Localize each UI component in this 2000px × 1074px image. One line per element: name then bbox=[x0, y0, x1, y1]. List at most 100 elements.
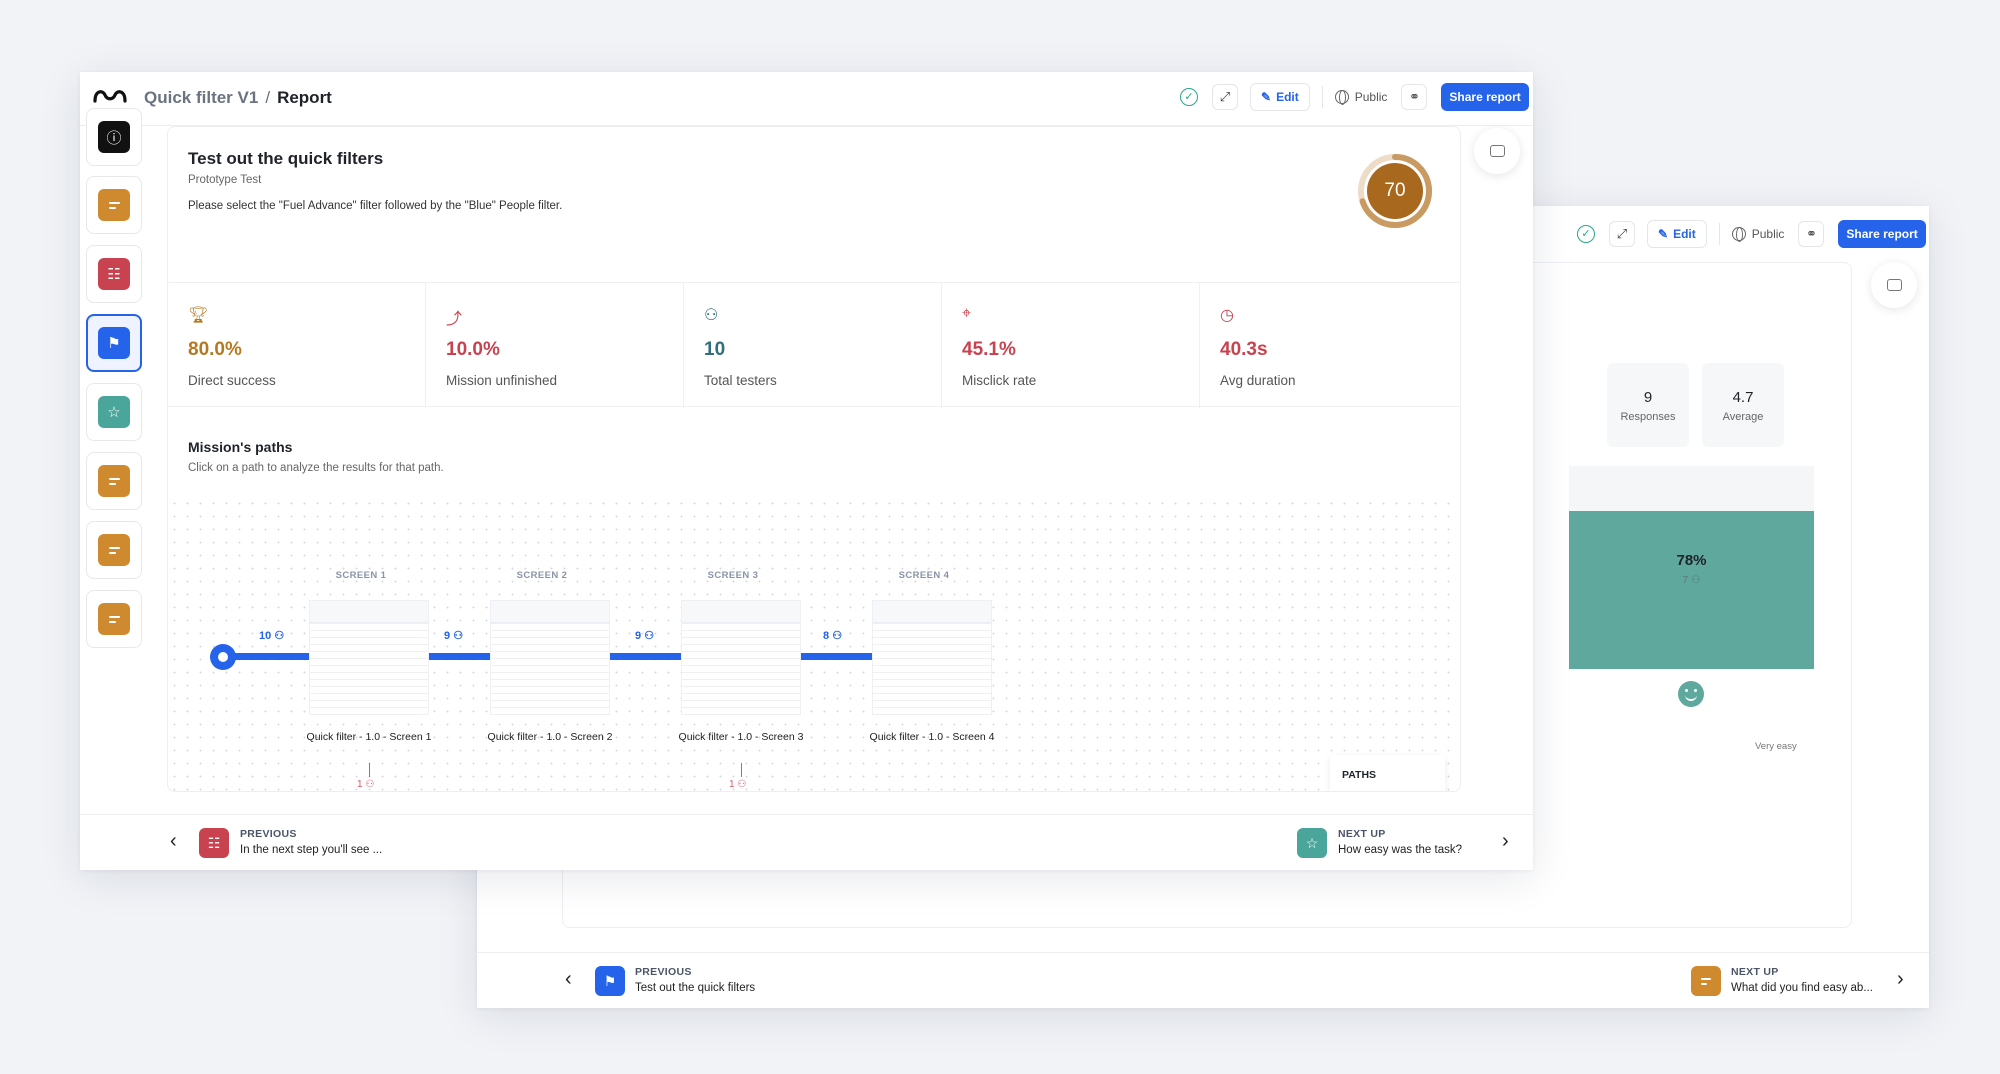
usability-score: 70 bbox=[1384, 180, 1406, 201]
path-count: 9 ⚇ bbox=[444, 630, 464, 642]
very-easy-bar[interactable] bbox=[1569, 510, 1814, 669]
paths-title: Mission's paths bbox=[188, 439, 293, 455]
average-value: 4.7 bbox=[1732, 389, 1754, 406]
expand-icon: ⤢ bbox=[1219, 89, 1231, 104]
copy-link-button[interactable]: ⚭ bbox=[1798, 221, 1825, 247]
stat-value: 10 bbox=[704, 339, 726, 360]
users-icon: ⚇ bbox=[737, 779, 747, 790]
visibility-button[interactable]: Public bbox=[1334, 90, 1387, 105]
responses-value: 9 bbox=[1643, 389, 1653, 406]
link-icon: ⚭ bbox=[1805, 226, 1817, 241]
screen-thumbnail[interactable] bbox=[490, 600, 610, 715]
responses-box: 9 Responses bbox=[1607, 363, 1689, 447]
path-link[interactable] bbox=[794, 653, 935, 660]
path-link[interactable] bbox=[220, 653, 361, 660]
screen-thumbnail[interactable] bbox=[309, 600, 429, 715]
next-step-link[interactable]: What did you find easy ab... bbox=[1731, 982, 1873, 994]
mission-instructions: Please select the "Fuel Advance" filter … bbox=[188, 200, 563, 212]
path-link[interactable] bbox=[603, 653, 744, 660]
screen-label: Quick filter - 1.0 - Screen 1 bbox=[306, 731, 432, 743]
very-easy-bar-slot: 78% 7 ⚇ bbox=[1569, 466, 1814, 669]
star-icon: ☆ bbox=[98, 396, 130, 428]
sidebar-item-question[interactable] bbox=[86, 521, 142, 579]
divider bbox=[1321, 86, 1323, 108]
expand-button[interactable]: ⤢ bbox=[1212, 84, 1238, 110]
previous-chevron-icon[interactable]: ‹ bbox=[170, 830, 177, 852]
paths-legend-label: PATHS bbox=[1342, 769, 1377, 781]
previous-step-link[interactable]: Test out the quick filters bbox=[635, 982, 756, 994]
page-title: Report bbox=[277, 88, 332, 107]
comment-icon bbox=[1489, 145, 1505, 157]
screen-label: Quick filter - 1.0 - Screen 2 bbox=[487, 731, 613, 743]
paths-legend-panel[interactable]: PATHS bbox=[1330, 755, 1445, 791]
users-icon: ⚇ bbox=[704, 307, 719, 324]
next-chevron-icon[interactable]: › bbox=[1502, 830, 1509, 852]
report-window: Quick filter V1 / Report ✓ ⤢ ✎ Edit Public … bbox=[80, 72, 1533, 870]
sidebar-item-context[interactable]: ☷ bbox=[86, 245, 142, 303]
drop-off-count: 1 ⚇ bbox=[729, 779, 747, 790]
path-start-node[interactable] bbox=[210, 644, 236, 670]
comment-button[interactable] bbox=[1474, 128, 1520, 174]
mission-title: Test out the quick filters bbox=[188, 149, 384, 168]
flag-icon: ⚑ bbox=[595, 966, 625, 996]
paths-canvas[interactable]: SCREEN 1 SCREEN 2 SCREEN 3 SCREEN 4 10 ⚇… bbox=[168, 497, 1460, 791]
stat-total-testers: ⚇ 10 Total testers bbox=[684, 283, 942, 408]
sidebar-item-welcome[interactable]: ⓘ bbox=[86, 108, 142, 166]
expand-button[interactable]: ⤢ bbox=[1609, 221, 1635, 247]
path-link[interactable] bbox=[422, 653, 553, 660]
sidebar-item-question[interactable] bbox=[86, 590, 142, 648]
edit-button[interactable]: ✎ Edit bbox=[1647, 220, 1707, 248]
maze-logo-icon bbox=[93, 90, 127, 103]
score-arc bbox=[1358, 154, 1432, 228]
screen-label: Quick filter - 1.0 - Screen 3 bbox=[678, 731, 804, 743]
average-label: Average bbox=[1722, 411, 1764, 423]
stats-row: 🏆︎ 80.0% Direct success ⤴ 10.0% Mission … bbox=[168, 282, 1460, 408]
copy-link-button[interactable]: ⚭ bbox=[1401, 84, 1428, 110]
breadcrumb-separator: / bbox=[265, 88, 271, 107]
stat-value: 80.0% bbox=[188, 339, 242, 360]
breadcrumb: Quick filter V1 / Report bbox=[144, 88, 332, 108]
screen-thumbnail[interactable] bbox=[872, 600, 992, 715]
mission-card: Test out the quick filters Prototype Tes… bbox=[167, 126, 1461, 792]
text-icon bbox=[1691, 966, 1721, 996]
saved-check-icon: ✓ bbox=[1180, 88, 1198, 106]
edit-button[interactable]: ✎ Edit bbox=[1250, 83, 1310, 111]
previous-chevron-icon[interactable]: ‹ bbox=[565, 968, 572, 990]
link-icon: ⚭ bbox=[1408, 89, 1420, 104]
sidebar-item-question[interactable] bbox=[86, 452, 142, 510]
stat-value: 45.1% bbox=[962, 339, 1016, 360]
trophy-icon: 🏆︎ bbox=[188, 307, 209, 324]
project-link[interactable]: Quick filter V1 bbox=[144, 88, 259, 107]
smiley-face-icon bbox=[1678, 681, 1704, 707]
sidebar-item-question[interactable] bbox=[86, 176, 142, 234]
sidebar-item-rating[interactable]: ☆ bbox=[86, 383, 142, 441]
share-report-button[interactable]: Share report bbox=[1441, 83, 1529, 111]
previous-step-link[interactable]: In the next step you'll see ... bbox=[240, 844, 383, 856]
sidebar-item-mission[interactable]: ⚑ bbox=[86, 314, 142, 372]
next-step-link[interactable]: How easy was the task? bbox=[1338, 844, 1463, 856]
comment-button[interactable] bbox=[1871, 262, 1917, 308]
text-icon bbox=[98, 603, 130, 635]
path-count: 8 ⚇ bbox=[823, 630, 843, 642]
drop-off-line bbox=[741, 763, 742, 777]
star-icon: ☆ bbox=[1297, 828, 1327, 858]
users-icon: ⚇ bbox=[365, 779, 375, 790]
unfinished-icon: ⤴ bbox=[446, 311, 463, 328]
share-report-button[interactable]: Share report bbox=[1838, 220, 1926, 248]
next-chevron-icon[interactable]: › bbox=[1897, 968, 1904, 990]
visibility-button[interactable]: Public bbox=[1731, 227, 1784, 242]
next-label: NEXT UP bbox=[1338, 828, 1386, 840]
previous-label: PREVIOUS bbox=[635, 966, 692, 978]
divider bbox=[1718, 223, 1720, 245]
screen-header: SCREEN 1 bbox=[335, 570, 387, 581]
stat-label: Mission unfinished bbox=[446, 373, 558, 388]
bar-percent: 78% bbox=[1676, 552, 1707, 569]
users-icon: ⚇ bbox=[832, 630, 843, 642]
stat-label: Direct success bbox=[188, 373, 276, 388]
clock-icon: ◷ bbox=[1220, 307, 1234, 324]
globe-icon bbox=[1731, 227, 1746, 242]
context-screen-icon: ☷ bbox=[98, 258, 130, 290]
text-icon bbox=[98, 189, 130, 221]
screen-thumbnail[interactable] bbox=[681, 600, 801, 715]
stat-label: Misclick rate bbox=[962, 373, 1037, 388]
